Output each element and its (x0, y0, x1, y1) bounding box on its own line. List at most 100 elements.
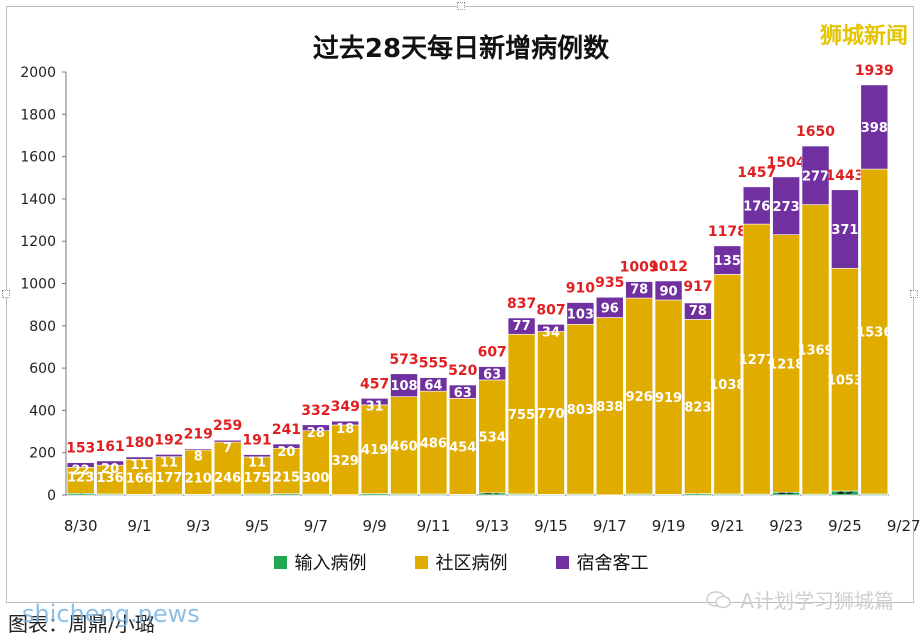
bar-segment-dorm (272, 443, 301, 449)
bar-segment-dorm (772, 176, 800, 235)
total-label: 555 (419, 356, 448, 372)
x-tick-label: 9/17 (593, 517, 627, 535)
x-tick-label: 9/9 (363, 517, 387, 535)
bar-segment-community (419, 390, 448, 495)
y-tick-label: 600 (29, 361, 56, 377)
bar-segment-community (507, 333, 536, 495)
wechat-account-name: A计划学习狮城篇 (740, 589, 894, 613)
total-label: 1009 (620, 260, 659, 276)
total-label: 192 (154, 432, 183, 448)
y-tick-label: 1200 (20, 234, 56, 250)
legend-label-imported: 输入病例 (294, 553, 367, 574)
x-tick-label: 9/13 (475, 517, 509, 535)
legend-item-community: 社区病例 (414, 549, 508, 575)
data-label-dorm: 277 (802, 169, 829, 184)
bar-segment-dorm (96, 460, 124, 466)
total-label: 910 (566, 281, 595, 297)
bar-segment-dorm (742, 186, 771, 225)
resize-handle-left[interactable] (2, 290, 10, 298)
data-label-community: 838 (596, 400, 623, 415)
bar-segment-dorm (801, 145, 830, 205)
data-label-community: 1218 (768, 357, 804, 372)
total-label: 807 (536, 302, 565, 318)
data-label-dorm: 78 (630, 283, 648, 298)
bar-segment-dorm (831, 189, 859, 269)
bar-segment-community (125, 458, 154, 495)
bar-segment-dorm (213, 439, 242, 443)
chart-title: 过去28天每日新增病例数 (312, 34, 610, 64)
data-label-community: 486 (420, 437, 447, 452)
total-label: 259 (213, 418, 242, 434)
x-tick-label: 9/3 (186, 517, 210, 535)
total-label: 219 (184, 427, 213, 443)
bar-segment-community (742, 223, 771, 495)
legend-label-community: 社区病例 (435, 553, 508, 574)
total-label: 607 (478, 345, 507, 361)
data-label-community: 1536 (856, 326, 892, 341)
bar-segment-dorm (595, 296, 624, 318)
total-label: 1939 (855, 63, 894, 79)
x-tick-label: 9/23 (769, 517, 803, 535)
site-watermark: shicheng.news (22, 600, 200, 628)
y-tick-label: 1600 (20, 150, 56, 166)
bar-segment-community (684, 319, 712, 494)
data-label-dorm: 398 (861, 121, 888, 136)
total-label: 457 (360, 376, 389, 392)
data-label-community: 454 (449, 440, 476, 455)
total-label: 1457 (737, 165, 776, 181)
resize-handle-right[interactable] (910, 290, 918, 298)
total-label: 191 (242, 433, 271, 449)
data-label-community: 210 (185, 471, 212, 486)
total-label: 332 (301, 403, 330, 419)
bar-segment-dorm (507, 317, 536, 335)
data-label-dorm: 11 (248, 456, 266, 471)
data-label-dorm: 31 (366, 399, 384, 414)
bar-segment-dorm (184, 448, 213, 451)
legend-swatch-dorm (555, 555, 569, 569)
y-tick-label: 1400 (20, 192, 56, 208)
total-label: 573 (389, 352, 418, 368)
data-label-dorm: 22 (72, 464, 90, 479)
data-label-dorm: 20 (101, 462, 119, 477)
bar-segment-dorm (625, 281, 653, 299)
data-label-community: 419 (361, 443, 388, 458)
data-label-community: 166 (126, 471, 153, 486)
x-tick-label: 9/27 (887, 517, 921, 535)
bar-segment-community (478, 379, 507, 494)
data-label-dorm: 18 (336, 422, 354, 437)
data-label-community: 755 (508, 408, 535, 423)
y-tick-label: 800 (29, 319, 56, 335)
data-label-dorm: 64 (424, 379, 442, 394)
x-tick-label: 8/30 (64, 517, 98, 535)
bar-segment-dorm (155, 454, 183, 458)
data-label-dorm: 7 (223, 441, 232, 456)
data-label-dorm: 11 (160, 455, 178, 470)
data-label-dorm: 63 (454, 386, 472, 401)
x-tick-label: 9/11 (417, 517, 451, 535)
data-label-community: 177 (155, 471, 182, 486)
x-tick-label: 9/19 (652, 517, 686, 535)
data-label-community: 175 (243, 471, 270, 486)
data-label-community: 803 (567, 403, 594, 418)
x-tick-label: 9/21 (710, 517, 744, 535)
data-label-community: 1277 (739, 353, 775, 368)
bar-segment-community (831, 267, 859, 492)
data-label-dorm: 34 (542, 325, 560, 340)
resize-handle-top[interactable] (457, 2, 465, 10)
y-tick-label: 2000 (20, 65, 56, 81)
bar-segment-community (184, 449, 213, 495)
y-tick-label: 400 (29, 403, 56, 419)
x-tick-label: 9/25 (828, 517, 862, 535)
data-label-dorm: 103 (567, 307, 594, 322)
bar-segment-community (595, 317, 624, 496)
total-label: 1650 (796, 124, 835, 140)
data-label-dorm: 63 (483, 368, 501, 383)
y-tick-label: 0 (47, 488, 56, 504)
bar-segment-dorm (331, 420, 360, 426)
y-tick-label: 200 (29, 446, 56, 462)
bar-segment-community (448, 398, 477, 495)
bar-segment-community (302, 430, 330, 495)
bar-segment-community (713, 274, 742, 495)
data-label-dorm: 11 (130, 458, 148, 473)
